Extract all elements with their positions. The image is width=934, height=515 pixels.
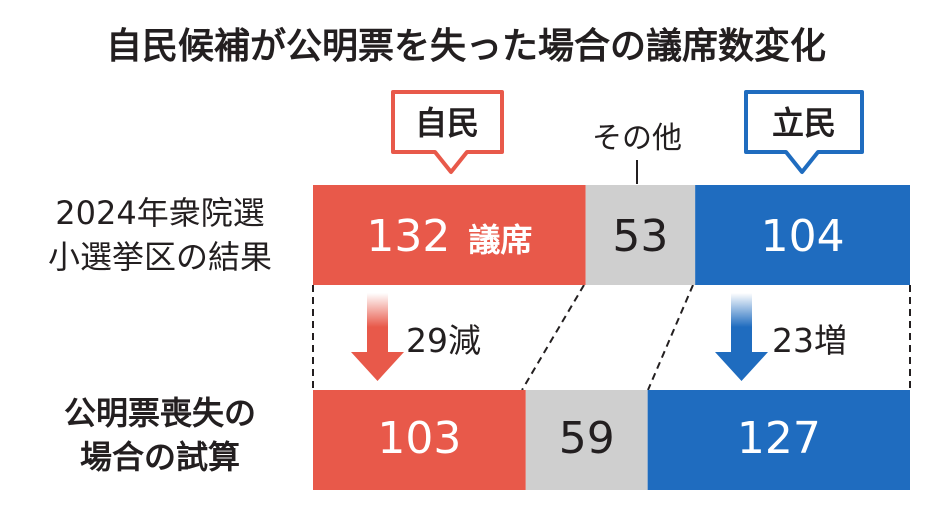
- legend-label-other: その他: [592, 121, 682, 156]
- bar-top-other: [585, 185, 696, 285]
- bar-top-ldp: [313, 185, 586, 285]
- arrow-head-cdp: [715, 352, 768, 381]
- legend-callout-cdp: 立民: [744, 90, 864, 174]
- row-label-top-line1: 2024年衆院選: [55, 194, 264, 232]
- bar-bottom-other: [525, 390, 648, 490]
- legend-callout-ldp: 自民: [391, 90, 504, 174]
- arrow-shaft-cdp: [731, 293, 752, 355]
- row-label-bottom-line1: 公明票喪失の: [64, 394, 256, 432]
- row-label-bottom-line2: 場合の試算: [80, 438, 240, 476]
- connector-cdp-boundary: [647, 284, 694, 391]
- bar-bottom-ldp: [313, 390, 526, 490]
- value-top-ldp: 132: [366, 211, 450, 262]
- connector-ldp-boundary: [521, 284, 585, 391]
- value-label-bottom-cdp: 127: [737, 413, 821, 464]
- change-label-ldp: 29減: [406, 321, 481, 360]
- arrow-head-ldp: [351, 352, 404, 381]
- value-label-top-other: 53: [612, 211, 668, 262]
- callout-box-ldp: [391, 90, 504, 174]
- row-label-top-line2: 小選挙区の結果: [48, 238, 272, 276]
- change-arrow-ldp-icon: [351, 293, 404, 381]
- callout-box-cdp: [744, 90, 864, 174]
- bar-bottom-cdp: [647, 390, 910, 490]
- change-arrow-cdp-icon: [715, 293, 768, 381]
- value-label-top-cdp: 104: [761, 211, 845, 262]
- chart-title: 自民候補が公明票を失った場合の議席数変化: [106, 25, 826, 67]
- bar-top-cdp: [695, 185, 910, 285]
- arrow-shaft-ldp: [367, 293, 388, 355]
- change-label-cdp: 23増: [772, 321, 847, 360]
- value-label-top-ldp: 132 議席: [366, 211, 532, 262]
- connector-lines: [312, 284, 911, 391]
- legend-label-cdp: 立民: [772, 104, 836, 142]
- value-label-bottom-ldp: 103: [377, 413, 461, 464]
- legend-label-ldp: 自民: [415, 104, 479, 142]
- value-label-bottom-other: 59: [559, 413, 615, 464]
- unit-label: 議席: [468, 221, 532, 259]
